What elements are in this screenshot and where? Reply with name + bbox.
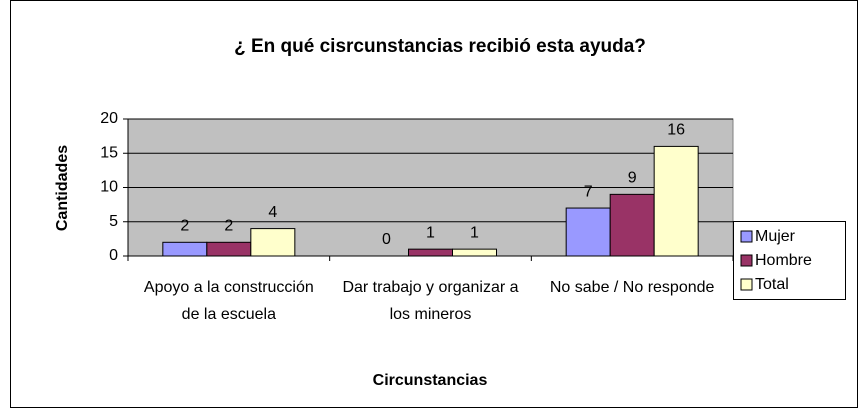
bar bbox=[653, 145, 699, 257]
data-label: 0 bbox=[382, 231, 391, 248]
legend-label: Mujer bbox=[755, 228, 796, 245]
data-label: 4 bbox=[268, 204, 277, 221]
data-label: 2 bbox=[180, 218, 189, 235]
x-tick-label: Dar trabajo y organizar a los mineros bbox=[342, 279, 519, 323]
y-tick-label: 10 bbox=[100, 179, 118, 196]
legend-label: Total bbox=[755, 276, 789, 293]
bar bbox=[565, 207, 611, 257]
legend-label: Hombre bbox=[755, 252, 812, 269]
bar bbox=[609, 193, 655, 257]
chart-title: ¿ En qué cisrcunstancias recibió esta ay… bbox=[234, 36, 646, 57]
x-tick-label: No sabe / No responde bbox=[549, 279, 715, 296]
data-label: 2 bbox=[224, 218, 233, 235]
legend-swatch bbox=[740, 254, 753, 267]
y-tick-label: 20 bbox=[100, 110, 118, 127]
data-label: 7 bbox=[584, 183, 593, 200]
bar bbox=[250, 228, 296, 257]
y-tick-label: 15 bbox=[100, 144, 118, 161]
bar bbox=[452, 248, 497, 257]
y-tick-label: 5 bbox=[109, 213, 118, 230]
y-tick-label: 0 bbox=[109, 247, 118, 264]
data-label: 1 bbox=[470, 224, 479, 241]
data-label: 9 bbox=[628, 170, 637, 187]
bar bbox=[206, 241, 252, 257]
x-tick-label: Apoyo a la construcción de la escuela bbox=[143, 279, 314, 323]
data-label: 1 bbox=[426, 224, 435, 241]
x-axis-label: Circunstancias bbox=[373, 372, 488, 389]
y-axis-label: Cantidades bbox=[54, 145, 71, 231]
legend-swatch bbox=[740, 230, 753, 243]
bar bbox=[162, 241, 208, 257]
data-label: 16 bbox=[667, 122, 685, 139]
legend-swatch bbox=[740, 278, 753, 291]
bar bbox=[408, 248, 453, 257]
